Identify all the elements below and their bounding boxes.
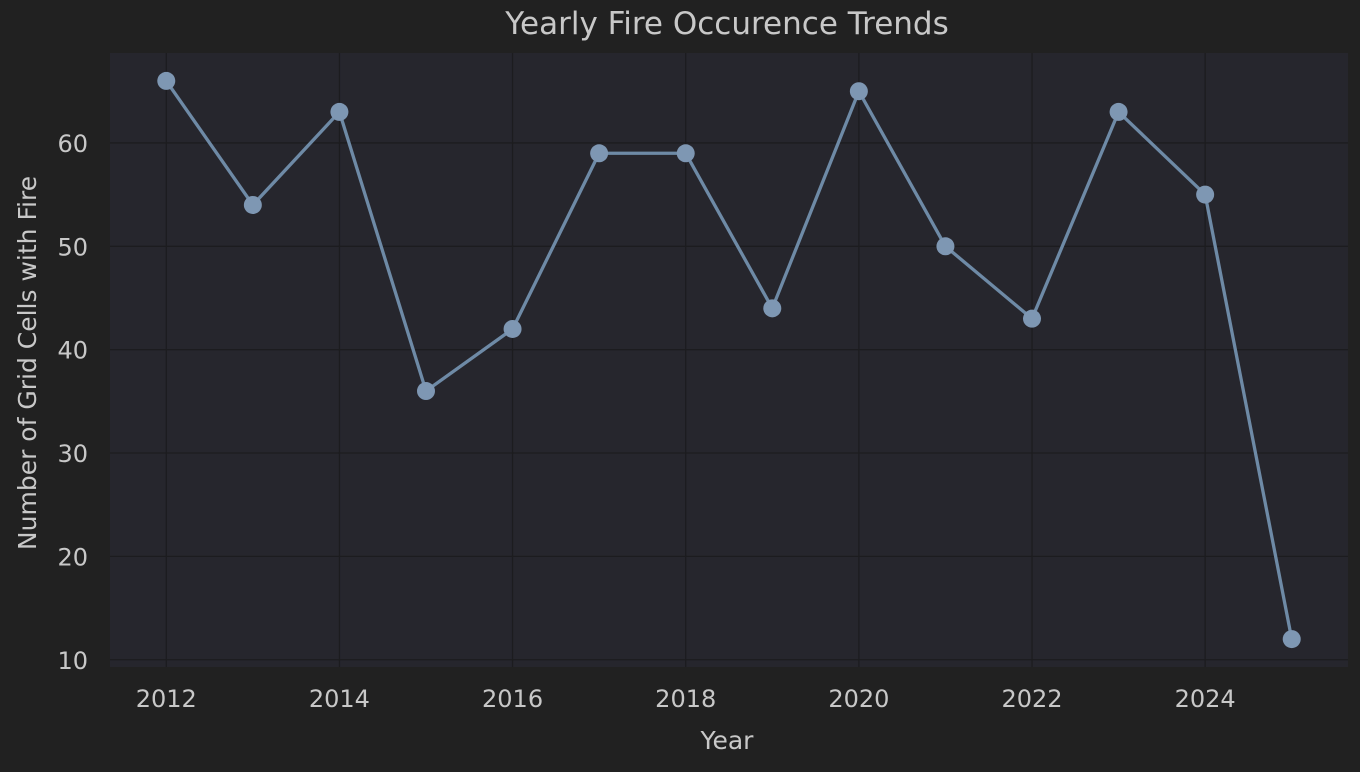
data-point [157,71,176,90]
data-point [416,382,435,401]
data-point [590,144,609,163]
y-axis-label: Number of Grid Cells with Fire [13,176,42,550]
y-tick-label: 60 [57,130,88,158]
y-tick-label: 40 [57,337,88,365]
y-tick-label: 50 [57,233,88,261]
series-lines [164,79,1294,641]
y-tick-label: 20 [57,543,88,571]
plot-area [110,53,1348,667]
data-point [243,195,262,214]
data-point [849,82,868,101]
data-point [1023,309,1042,328]
x-tick-label: 2022 [1001,685,1062,713]
data-point [676,144,695,163]
data-point [936,237,955,256]
x-axis-label: Year [700,726,755,755]
x-tick-label: 2012 [136,685,197,713]
data-point [763,299,782,318]
x-tick-label: 2014 [309,685,370,713]
y-tick-label: 30 [57,440,88,468]
x-tick-label: 2024 [1175,685,1236,713]
x-tick-label: 2018 [655,685,716,713]
data-points [157,71,1301,649]
data-point [1196,185,1215,204]
chart-title: Yearly Fire Occurence Trends [504,6,949,42]
grid-lines [110,53,1348,667]
x-tick-label: 2016 [482,685,543,713]
y-tick-label: 10 [57,647,88,675]
data-point [503,319,522,338]
x-tick-label: 2020 [828,685,889,713]
data-point [1109,102,1128,121]
axis-ticks: 2012 2014 2016 2018 2020 2022 2024 10 20 30 40 50 60 [57,130,1235,713]
data-point [330,102,349,121]
series-line [164,79,1294,641]
data-point [1282,630,1301,649]
